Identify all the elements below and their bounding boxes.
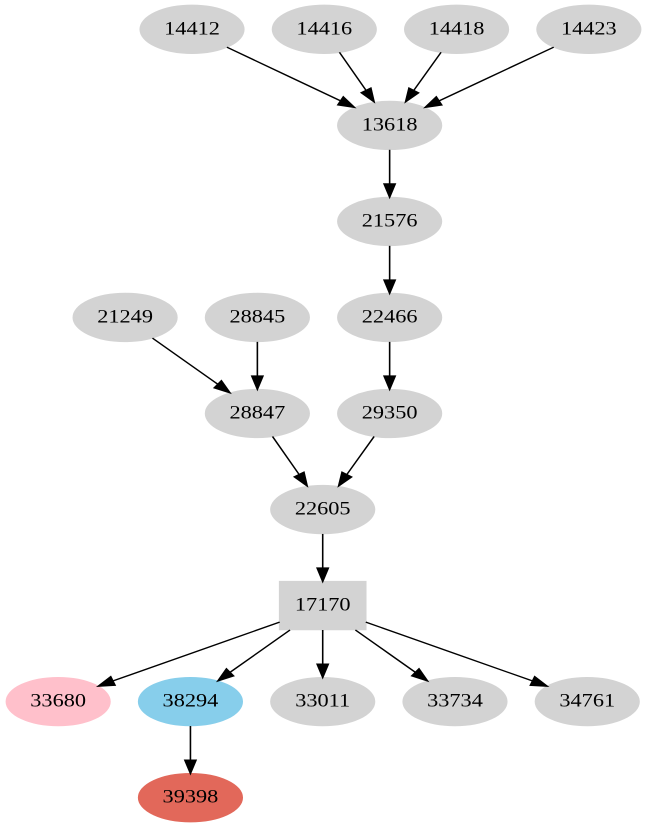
svg-text:21576: 21576 [362,211,418,231]
svg-text:14418: 14418 [429,19,485,39]
svg-text:39398: 39398 [163,787,219,807]
svg-text:28845: 28845 [229,307,285,327]
svg-text:33680: 33680 [30,691,86,711]
svg-text:29350: 29350 [362,403,418,423]
svg-text:14412: 14412 [164,19,220,39]
svg-text:13618: 13618 [362,115,418,135]
svg-text:21249: 21249 [97,307,153,327]
svg-text:17170: 17170 [295,595,351,615]
svg-text:33011: 33011 [295,691,350,711]
svg-text:38294: 38294 [163,691,219,711]
svg-text:33734: 33734 [427,691,483,711]
svg-text:14416: 14416 [296,19,352,39]
svg-text:28847: 28847 [229,403,285,423]
svg-text:14423: 14423 [561,19,617,39]
svg-text:22466: 22466 [362,307,418,327]
svg-text:34761: 34761 [559,691,615,711]
svg-text:22605: 22605 [295,499,351,519]
